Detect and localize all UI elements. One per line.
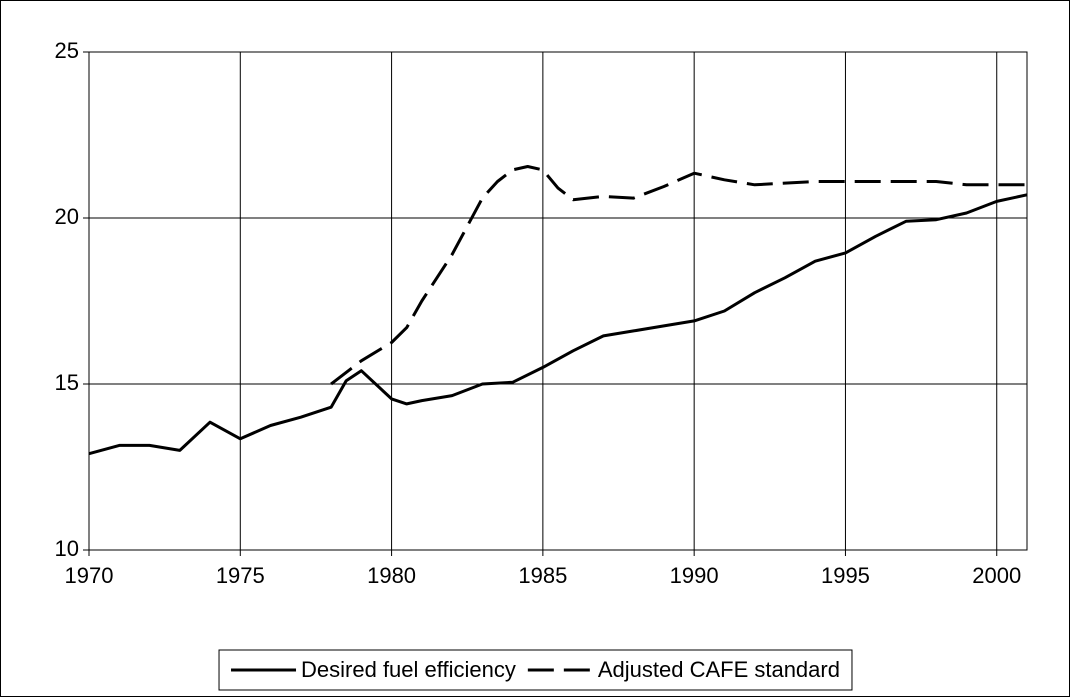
x-tick-label: 1990 [670, 563, 719, 588]
x-tick-label: 1970 [65, 563, 114, 588]
y-tick-label: 20 [55, 204, 79, 229]
line [88, 193, 1028, 456]
x-tick-label: 1995 [821, 563, 870, 588]
plot-border [88, 51, 1028, 551]
plot-area [89, 52, 1027, 550]
legend-label: Adjusted CAFE standard [598, 657, 840, 682]
x-tick-label: 1975 [216, 563, 265, 588]
line [330, 165, 1027, 386]
y-tick-label: 15 [55, 370, 79, 395]
y-tick-label: 10 [55, 536, 79, 561]
y-tick-label: 25 [55, 38, 79, 63]
x-tick-label: 1980 [367, 563, 416, 588]
x-tick-label: 2000 [972, 563, 1021, 588]
x-tick-label: 1985 [518, 563, 567, 588]
legend-label: Desired fuel efficiency [301, 657, 516, 682]
